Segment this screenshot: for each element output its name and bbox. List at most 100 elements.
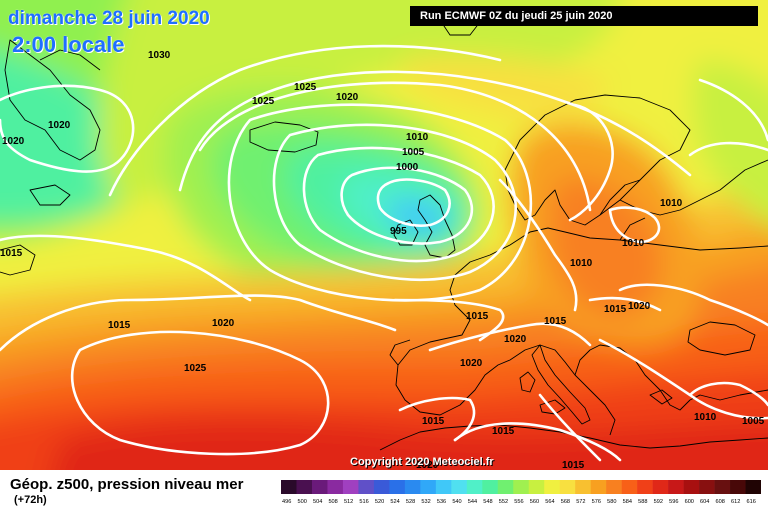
scale-tick-label: 592 [654,499,663,504]
scale-tick-label: 544 [468,499,477,504]
scale-tick-label: 612 [731,499,740,504]
scale-swatch [668,480,684,494]
pressure-label: 1015 [466,311,489,322]
forecast-time: 2:00 locale [12,32,125,57]
scale-swatch [296,480,313,494]
forecast-date: dimanche 28 juin 2020 [8,8,210,29]
scale-tick-label: 508 [328,499,337,504]
scale-swatch [730,480,746,494]
pressure-label: 1020 [212,318,235,329]
scale-tick-label: 524 [390,499,399,504]
scale-tick-label: 536 [437,499,446,504]
scale-swatch [559,480,576,494]
scale-swatch [683,480,700,494]
copyright: Copyright 2020 Meteociel.fr [350,456,494,468]
scale-swatch [404,480,421,494]
pressure-label: 1005 [402,147,425,158]
pressure-label: 1015 [0,248,23,259]
scale-tick-label: 596 [669,499,678,504]
scale-tick-label: 616 [747,499,756,504]
scale-swatch [652,480,669,494]
scale-swatch [281,480,297,494]
pressure-label: 1015 [108,320,131,331]
color-scale: 496 500 504 508 512 516 520 524 528 532 536 540 544 5… [281,480,761,504]
pressure-label: 1025 [252,96,275,107]
scale-tick-label: 572 [576,499,585,504]
scale-tick-label: 564 [545,499,554,504]
scale-swatch [451,480,468,494]
pressure-label: 1010 [406,132,429,143]
scale-tick-label: 588 [638,499,647,504]
scale-tick-label: 608 [716,499,725,504]
scale-tick-label: 516 [359,499,368,504]
pressure-labels: 1030 1025 1025 1020 1020 1020 1010 1005 1000 995 1… [0,50,765,470]
scale-tick-label: 584 [623,499,632,504]
pressure-label: 1015 [544,316,567,327]
model-run-label: Run ECMWF 0Z du jeudi 25 juin 2020 [410,6,758,26]
scale-tick-label: 500 [297,499,306,504]
isobars [0,44,768,462]
scale-swatch [714,480,731,494]
pressure-label: 1020 [460,358,483,369]
scale-swatch [358,480,375,494]
scale-swatch [699,480,715,494]
pressure-label: 995 [390,226,407,237]
scale-tick-label: 496 [282,499,291,504]
scale-tick-label: 576 [592,499,601,504]
pressure-label: 1020 [48,120,71,131]
scale-swatch [590,480,607,494]
pressure-label: 1000 [396,162,419,173]
scale-swatch [606,480,622,494]
scale-tick-label: 504 [313,499,322,504]
scale-tick-label: 560 [530,499,539,504]
scale-tick-label: 532 [421,499,430,504]
scale-swatch [497,480,514,494]
scale-swatch [311,480,328,494]
pressure-label: 1015 [562,460,585,470]
pressure-label: 1010 [694,412,717,423]
pressure-label: 1010 [622,238,645,249]
forecast-lead-time: (+72h) [14,494,47,506]
pressure-label: 1020 [628,301,651,312]
pressure-label: 1020 [336,92,359,103]
scale-swatch [513,480,530,494]
scale-swatch [466,480,483,494]
pressure-label: 1020 [504,334,527,345]
scale-swatch [389,480,406,494]
pressure-label: 1005 [742,416,765,427]
pressure-label: 1015 [604,304,627,315]
scale-swatch [637,480,653,494]
scale-swatch [745,480,761,494]
scale-swatch [327,480,344,494]
scale-tick-label: 540 [452,499,461,504]
pressure-label: 1015 [492,426,515,437]
pressure-label: 1015 [422,416,445,427]
scale-swatch [420,480,437,494]
scale-swatch [544,480,561,494]
scale-tick-label: 580 [607,499,616,504]
scale-tick-label: 556 [514,499,523,504]
scale-swatch [342,480,359,494]
pressure-label: 1010 [570,258,593,269]
pressure-label: 1030 [148,50,171,61]
geopotential-field [0,0,768,470]
pressure-label: 1020 [416,460,439,470]
scale-tick-label: 568 [561,499,570,504]
pressure-label: 1025 [184,363,207,374]
scale-tick-label: 552 [499,499,508,504]
scale-tick-label: 600 [685,499,694,504]
scale-swatch [575,480,591,494]
legend-title: Géop. z500, pression niveau mer [10,476,244,493]
scale-swatch [621,480,638,494]
scale-swatch [482,480,499,494]
pressure-label: 1010 [660,198,683,209]
pressure-label: 1025 [294,82,317,93]
scale-tick-label: 528 [406,499,415,504]
pressure-label: 1020 [2,136,25,147]
scale-tick-label: 512 [344,499,353,504]
scale-tick-label: 520 [375,499,384,504]
scale-swatch [373,480,390,494]
coastlines [0,14,768,451]
scale-tick-label: 548 [483,499,492,504]
